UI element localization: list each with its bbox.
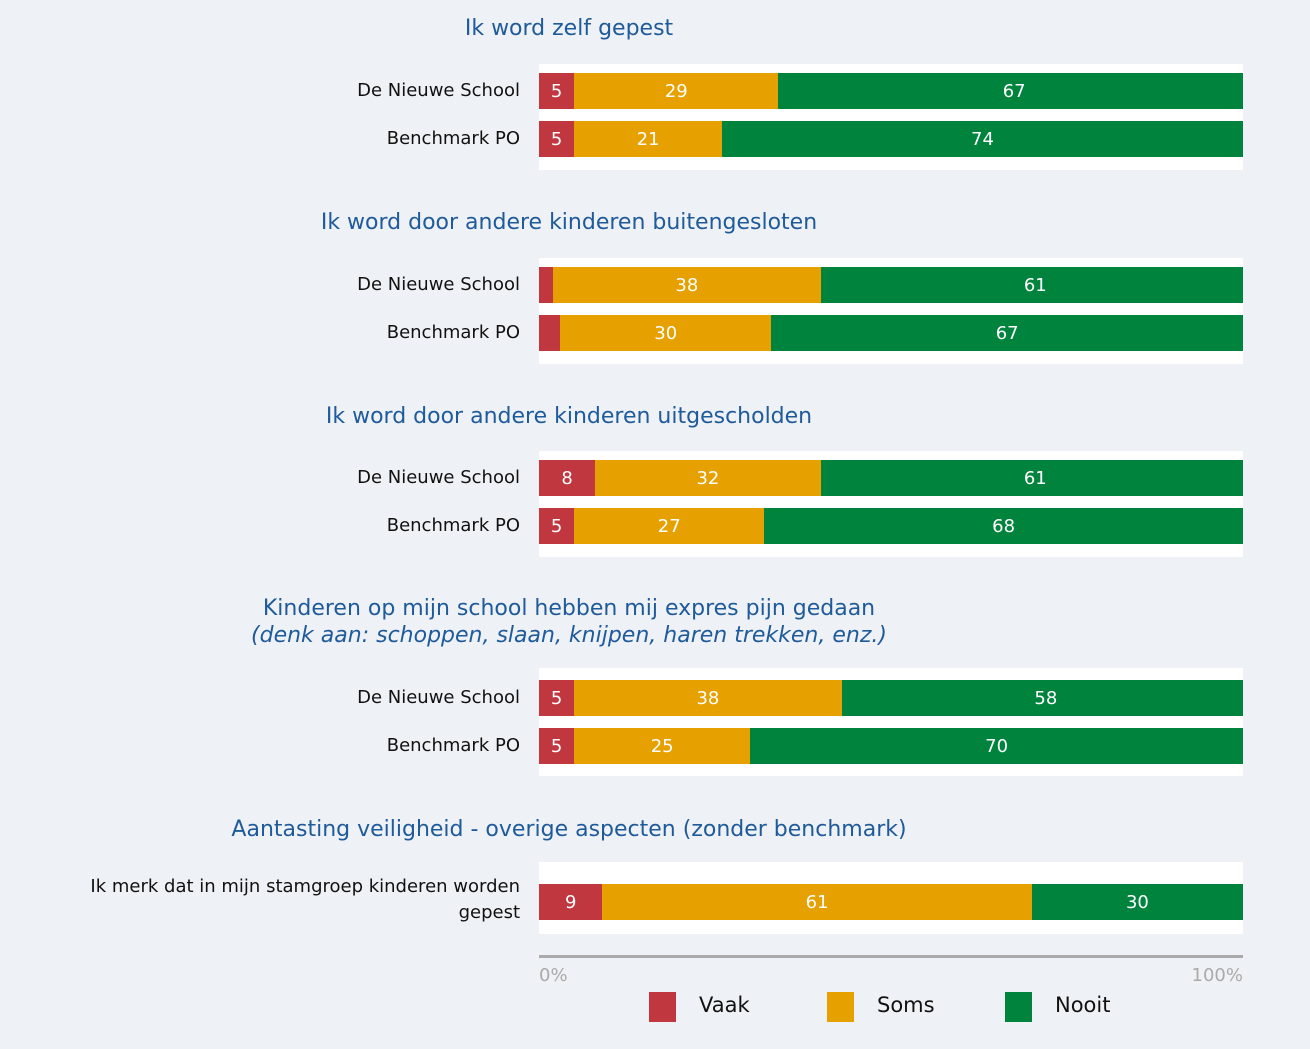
bar-segment: 74 xyxy=(722,121,1243,157)
bar-segment: 58 xyxy=(841,680,1243,716)
legend-swatch xyxy=(649,992,676,1022)
x-axis-line xyxy=(539,955,1243,958)
bar-row: 9 61 30 xyxy=(539,884,1243,920)
bar-row: 5 21 74 xyxy=(539,121,1243,157)
bar-segment: 38 xyxy=(574,680,842,716)
legend-swatch xyxy=(827,992,854,1022)
panel-title: Ik word door andere kinderen uitgeschold… xyxy=(325,404,813,429)
bar-row: 38 61 xyxy=(539,267,1243,303)
bar-segment: 61 xyxy=(602,884,1032,920)
bar-row: 5 29 67 xyxy=(539,73,1243,109)
bar-segment: 30 xyxy=(1031,884,1243,920)
bar-row: 5 25 70 xyxy=(539,728,1243,764)
bar-segment: 29 xyxy=(574,73,779,109)
bar-segment: 70 xyxy=(750,728,1243,764)
panel-title: Aantasting veiligheid - overige aspecten… xyxy=(231,817,907,842)
bar-segment xyxy=(539,315,561,351)
bar-segment: 67 xyxy=(778,73,1243,109)
category-label: Benchmark PO xyxy=(386,322,520,343)
panel-title: Ik word zelf gepest xyxy=(464,16,674,41)
bar-segment: 38 xyxy=(553,267,821,303)
bar-segment: 5 xyxy=(539,728,575,764)
panel-title: Ik word door andere kinderen buitengeslo… xyxy=(320,210,818,235)
bar-segment: 5 xyxy=(539,73,575,109)
bar-segment: 61 xyxy=(820,460,1243,496)
bar-segment: 21 xyxy=(574,121,723,157)
legend-swatch xyxy=(1005,992,1032,1022)
legend-label: Nooit xyxy=(1055,993,1111,1017)
x-tick-label: 0% xyxy=(539,965,568,986)
category-label: De Nieuwe School xyxy=(357,687,520,708)
bar-row: 30 67 xyxy=(539,315,1243,351)
bar-segment: 5 xyxy=(539,680,575,716)
bar-row: 5 38 58 xyxy=(539,680,1243,716)
bar-row: 5 27 68 xyxy=(539,508,1243,544)
bar-segment xyxy=(539,267,554,303)
category-label: Benchmark PO xyxy=(386,128,520,149)
panel-subtitle: (denk aan: schoppen, slaan, knijpen, har… xyxy=(251,623,887,648)
panel-title: Kinderen op mijn school hebben mij expre… xyxy=(262,596,876,621)
category-label: Ik merk dat in mijn stamgroep kinderen w… xyxy=(90,876,520,923)
bar-segment: 8 xyxy=(539,460,596,496)
bar-segment: 32 xyxy=(595,460,821,496)
bar-segment: 5 xyxy=(539,121,575,157)
category-label: Benchmark PO xyxy=(386,735,520,756)
bar-segment: 61 xyxy=(820,267,1243,303)
bar-segment: 30 xyxy=(560,315,772,351)
bar-segment: 68 xyxy=(764,508,1243,544)
bar-segment: 5 xyxy=(539,508,575,544)
category-label: De Nieuwe School xyxy=(357,80,520,101)
category-label: De Nieuwe School xyxy=(357,467,520,488)
legend-label: Soms xyxy=(877,993,935,1017)
bar-segment: 25 xyxy=(574,728,751,764)
bar-segment: 67 xyxy=(771,315,1243,351)
bar-row: 8 32 61 xyxy=(539,460,1243,496)
category-label: Benchmark PO xyxy=(386,515,520,536)
legend-label: Vaak xyxy=(699,993,750,1017)
category-label: De Nieuwe School xyxy=(357,274,520,295)
bar-segment: 27 xyxy=(574,508,765,544)
x-tick-label: 100% xyxy=(1191,965,1243,986)
bar-segment: 9 xyxy=(539,884,603,920)
